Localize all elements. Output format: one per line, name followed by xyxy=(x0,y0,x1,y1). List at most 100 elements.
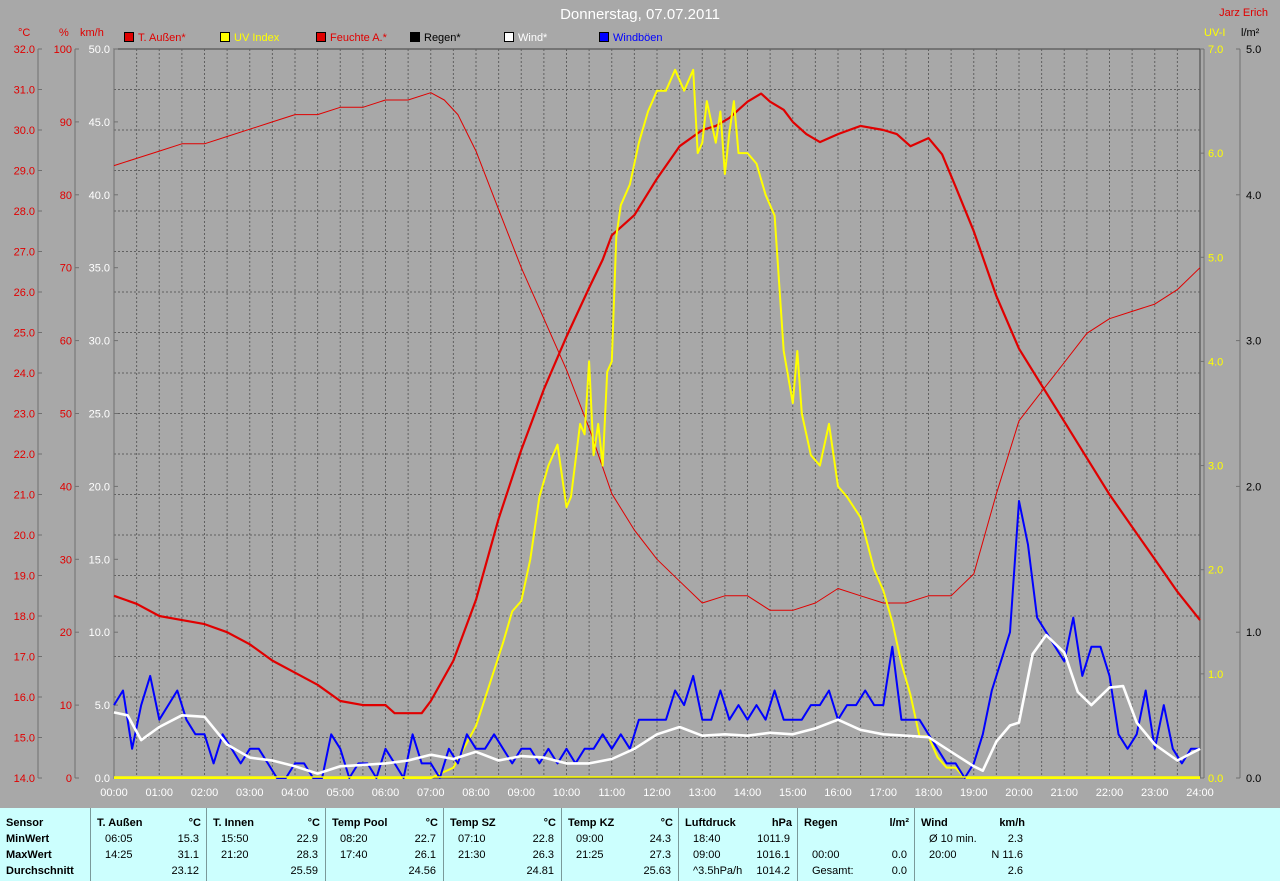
stats-time: Ø 10 min. xyxy=(929,833,977,845)
stats-column: Regen l/m² 00:00 0.0 Gesamt: 0.0 xyxy=(797,808,915,881)
stats-row-label: MinWert xyxy=(6,833,50,845)
stats-time: 06:05 xyxy=(105,833,133,845)
y-tick-label: 50 xyxy=(60,409,72,421)
x-tick-label: 17:00 xyxy=(869,787,897,799)
x-tick-label: 08:00 xyxy=(462,787,490,799)
stats-value: 15.3 xyxy=(177,833,199,845)
y-tick-label: 17.0 xyxy=(14,652,35,664)
stats-value: 26.1 xyxy=(414,849,436,861)
y-tick-label: 14.0 xyxy=(14,773,35,785)
stats-value: 24.3 xyxy=(649,833,671,845)
x-tick-label: 12:00 xyxy=(643,787,671,799)
stats-value: 26.3 xyxy=(532,849,554,861)
y-tick-label: 25.0 xyxy=(14,328,35,340)
y-tick-label: 30 xyxy=(60,554,72,566)
y-tick-label: 70 xyxy=(60,263,72,275)
legend-label: UV Index xyxy=(234,32,280,44)
legend-item: T. Außen* xyxy=(124,32,186,44)
author-label: Jarz Erich xyxy=(1219,7,1268,19)
stats-row-label: Durchschnitt xyxy=(6,865,74,877)
x-tick-label: 21:00 xyxy=(1050,787,1078,799)
stats-value: 0.0 xyxy=(891,849,907,861)
series-line xyxy=(113,500,1200,779)
stats-value: 27.3 xyxy=(649,849,671,861)
x-tick-label: 05:00 xyxy=(326,787,354,799)
y-tick-label: 80 xyxy=(60,190,72,202)
y-tick-label: 5.0 xyxy=(1246,44,1261,56)
rain-unit-label: l/m² xyxy=(1241,27,1260,39)
x-tick-label: 23:00 xyxy=(1141,787,1169,799)
y-tick-label: 3.0 xyxy=(1208,461,1223,473)
y-tick-label: 90 xyxy=(60,117,72,129)
y-tick-label: 3.0 xyxy=(1246,336,1261,348)
stats-header: Sensor xyxy=(6,817,44,829)
temp-unit-label: °C xyxy=(18,27,31,39)
stats-time: 08:20 xyxy=(340,833,368,845)
y-tick-label: 19.0 xyxy=(14,571,35,583)
legend-item: UV Index xyxy=(220,32,279,44)
series-line xyxy=(113,92,1201,611)
x-tick-label: 02:00 xyxy=(191,787,219,799)
y-tick-label: 18.0 xyxy=(14,611,35,623)
stats-time: 09:00 xyxy=(576,833,604,845)
y-tick-label: 40 xyxy=(60,481,72,493)
x-tick-label: 19:00 xyxy=(960,787,988,799)
uv-unit-label: UV-I xyxy=(1204,27,1226,39)
x-tick-label: 06:00 xyxy=(372,787,400,799)
y-tick-label: 26.0 xyxy=(14,287,35,299)
stats-column: Wind km/h Ø 10 min. 2.3 20:00 N 11.6 2.6 xyxy=(914,808,1031,881)
grid-lines xyxy=(114,49,1200,778)
y-tick-label: 5.0 xyxy=(95,700,110,712)
y-tick-label: 25.0 xyxy=(89,409,110,421)
stats-value: 0.0 xyxy=(891,865,907,877)
y-tick-label: 0.0 xyxy=(1246,773,1261,785)
x-tick-label: 15:00 xyxy=(779,787,807,799)
stats-value: 2.6 xyxy=(1007,865,1023,877)
x-tick-label: 14:00 xyxy=(734,787,762,799)
stats-time: 14:25 xyxy=(105,849,133,861)
legend-item: Feuchte A.* xyxy=(316,32,387,44)
stats-unit: °C xyxy=(188,817,201,829)
stats-header: Wind xyxy=(921,817,948,829)
stats-time: 21:30 xyxy=(458,849,486,861)
y-tick-label: 5.0 xyxy=(1208,252,1223,264)
stats-value: 31.1 xyxy=(177,849,199,861)
stats-time: 21:20 xyxy=(221,849,249,861)
y-tick-label: 50.0 xyxy=(89,44,110,56)
y-tick-label: 15.0 xyxy=(89,554,110,566)
stats-time: ^3.5hPa/h xyxy=(693,865,743,877)
stats-value: 1016.1 xyxy=(756,849,790,861)
stats-time: 21:25 xyxy=(576,849,604,861)
y-tick-label: 31.0 xyxy=(14,85,35,97)
axes: 00:00 01:00 02:00 03:00 04:00 05:00 06:00 07:00… xyxy=(14,44,1262,799)
wind-unit-label: km/h xyxy=(80,27,104,39)
stats-value: 25.63 xyxy=(643,865,671,877)
stats-time: 09:00 xyxy=(693,849,721,861)
y-tick-label: 16.0 xyxy=(14,692,35,704)
stats-unit: °C xyxy=(425,817,438,829)
stats-unit: hPa xyxy=(771,817,792,829)
legend-item: Windböen xyxy=(599,32,663,44)
stats-value: 24.81 xyxy=(526,865,554,877)
stats-unit: °C xyxy=(543,817,556,829)
legend-swatch xyxy=(599,32,609,42)
y-tick-label: 10.0 xyxy=(89,627,110,639)
stats-value: 22.8 xyxy=(532,833,554,845)
stats-time: 07:10 xyxy=(458,833,486,845)
series-line xyxy=(114,68,1200,779)
chart-title: Donnerstag, 07.07.2011 xyxy=(560,6,720,23)
stats-column: Temp Pool °C 08:20 22.7 17:40 26.1 24.56 xyxy=(325,808,444,881)
y-tick-label: 0 xyxy=(66,773,72,785)
y-tick-label: 30.0 xyxy=(14,125,35,137)
statistics-table: Sensor MinWert MaxWert Durchschnitt T. Außen… xyxy=(0,808,1280,881)
y-tick-label: 29.0 xyxy=(14,166,35,178)
y-tick-label: 28.0 xyxy=(14,206,35,218)
y-tick-label: 35.0 xyxy=(89,263,110,275)
stats-unit: km/h xyxy=(999,817,1025,829)
stats-value: 23.12 xyxy=(171,865,199,877)
stats-value: 28.3 xyxy=(296,849,318,861)
y-tick-label: 100 xyxy=(54,44,72,56)
x-tick-label: 22:00 xyxy=(1096,787,1124,799)
stats-column: T. Außen °C 06:05 15.3 14:25 31.1 23.12 xyxy=(90,808,207,881)
y-tick-label: 2.0 xyxy=(1246,481,1261,493)
